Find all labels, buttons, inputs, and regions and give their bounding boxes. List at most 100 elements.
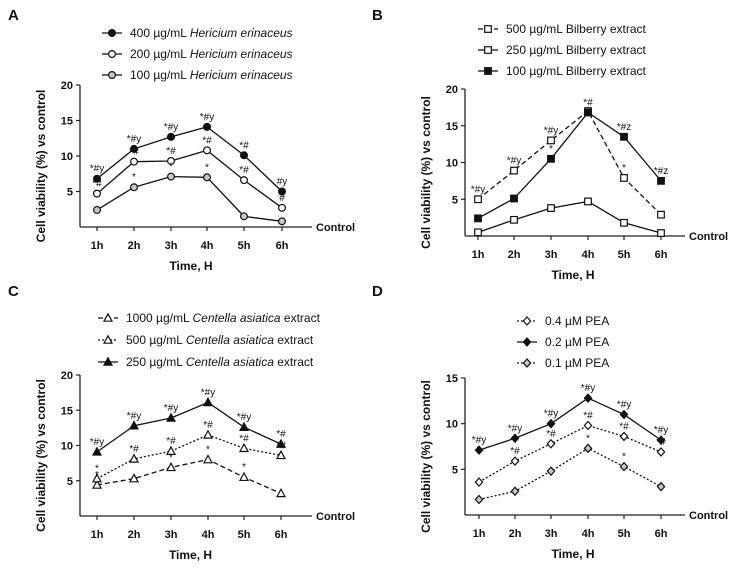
data-point (657, 210, 665, 219)
legend-item: 100 µg/mL Hericium erinaceus (102, 68, 293, 82)
data-point (510, 166, 518, 175)
series-line (96, 126, 283, 192)
data-point (275, 449, 287, 460)
y-tick-label: 5 (67, 476, 73, 488)
legend-marker (107, 49, 116, 58)
series-1: *#y *#y *#y * (471, 107, 665, 219)
significance-label: * (206, 445, 210, 456)
data-point (275, 438, 287, 448)
legend-marker (107, 29, 116, 38)
series-2: * *# *# *# *# *# (91, 420, 287, 483)
significance-label: *#y (164, 403, 178, 414)
legend-marker (102, 356, 114, 366)
significance-label: *#y (471, 184, 485, 195)
legend-label: 100 µg/mL Hericium erinaceus (130, 68, 293, 82)
series-3: * *# *#z *#z (474, 98, 668, 223)
series-line (477, 110, 662, 216)
data-point (656, 447, 666, 457)
y-tick-label: 10 (61, 441, 73, 453)
legend-label: 100 µg/mL Bilberry extract (506, 64, 647, 78)
legend-marker (484, 25, 492, 33)
data-point (165, 412, 177, 422)
legend-label: 400 µg/mL Hericium erinaceus (130, 26, 293, 40)
x-axis-title: Time, H (169, 259, 212, 273)
legend-label: 0.2 µM PEA (545, 335, 609, 349)
significance-label: *#y (90, 437, 104, 448)
legend-item: 500 µg/mL Centella asiatica extract (98, 333, 314, 347)
significance-label: *#y (507, 156, 521, 167)
data-point (203, 146, 212, 155)
baseline-label: Control (316, 511, 355, 523)
data-point (128, 473, 140, 483)
data-point (240, 212, 249, 221)
data-point (620, 132, 628, 141)
data-point (620, 218, 628, 227)
significance-label: *# (202, 135, 212, 146)
y-tick-label: 20 (61, 370, 73, 382)
data-point (240, 176, 249, 185)
significance-label: *#y (237, 412, 251, 423)
y-axis-title: Cell viability (%) vs control (419, 96, 433, 249)
y-tick-label: 10 (446, 419, 458, 431)
significance-label: *# (546, 429, 556, 440)
legend-item: 500 µg/mL Bilberry extract (478, 22, 647, 36)
series-1: *#y *#y *#y *#y *# #y (90, 112, 287, 196)
significance-label: *# (239, 433, 249, 444)
x-tick-label: 1h (473, 528, 486, 540)
y-tick-label: 20 (446, 84, 458, 96)
data-point (510, 486, 520, 497)
significance-label: *# (619, 421, 629, 432)
data-point (165, 445, 177, 455)
series-line (96, 401, 282, 453)
legend-marker (107, 70, 116, 79)
legend-item: 250 µg/mL Centella asiatica extract (98, 355, 314, 369)
series-line (478, 424, 662, 483)
series-line (477, 200, 662, 234)
data-point (474, 214, 482, 223)
y-tick-label: 15 (61, 116, 73, 128)
data-point (128, 420, 140, 430)
significance-label: *# (166, 146, 176, 157)
significance-label: *#z (654, 166, 668, 177)
significance-label: *# (129, 147, 139, 158)
legend-item: 1000 µg/mL Centella asiatica extract (98, 311, 321, 325)
data-point (510, 456, 520, 467)
significance-label: *# (583, 98, 593, 109)
y-tick-label: 5 (452, 464, 458, 476)
data-point (130, 157, 139, 166)
data-point (275, 487, 287, 498)
x-tick-label: 3h (165, 240, 178, 252)
legend-label: 0.1 µM PEA (545, 356, 609, 370)
x-tick-label: 2h (128, 240, 141, 252)
series-1: * * * * (91, 445, 287, 498)
significance-label: *#y (617, 400, 631, 411)
legend-label: 200 µg/mL Hericium erinaceus (130, 47, 293, 61)
series-line (477, 111, 662, 219)
legend-item: 250 µg/mL Bilberry extract (478, 43, 647, 57)
x-tick-label: 5h (238, 240, 251, 252)
legend-marker (484, 46, 492, 54)
data-point (130, 183, 139, 192)
series-3: *#y *#y *#y *#y *#y *# (90, 387, 287, 456)
series-2 (474, 197, 665, 237)
significance-label: * (622, 452, 626, 463)
data-point (547, 136, 555, 145)
legend: 500 µg/mL Bilberry extract 250 µg/mL Bilb… (478, 22, 647, 78)
y-tick-label: 5 (452, 194, 458, 206)
significance-label: *# (129, 444, 139, 455)
series-line (96, 458, 282, 495)
data-point (583, 393, 593, 403)
data-point (656, 481, 666, 492)
y-axis-title: Cell viability (%) vs control (34, 90, 48, 243)
series-1: *#*#*#*#*# (474, 410, 666, 488)
significance-label: *#y (654, 425, 668, 436)
significance-label: * (132, 172, 136, 183)
series-2: *# *# *# *# *# # (92, 135, 287, 212)
data-point (474, 228, 482, 237)
significance-label: * (549, 144, 553, 155)
panel-b: B 500 µg/mL Bilberry extract 250 µg/mL Bil… (372, 7, 728, 282)
data-point (619, 431, 629, 442)
y-tick-label: 15 (446, 121, 458, 133)
y-axis-title: Cell viability (%) vs control (419, 380, 433, 533)
